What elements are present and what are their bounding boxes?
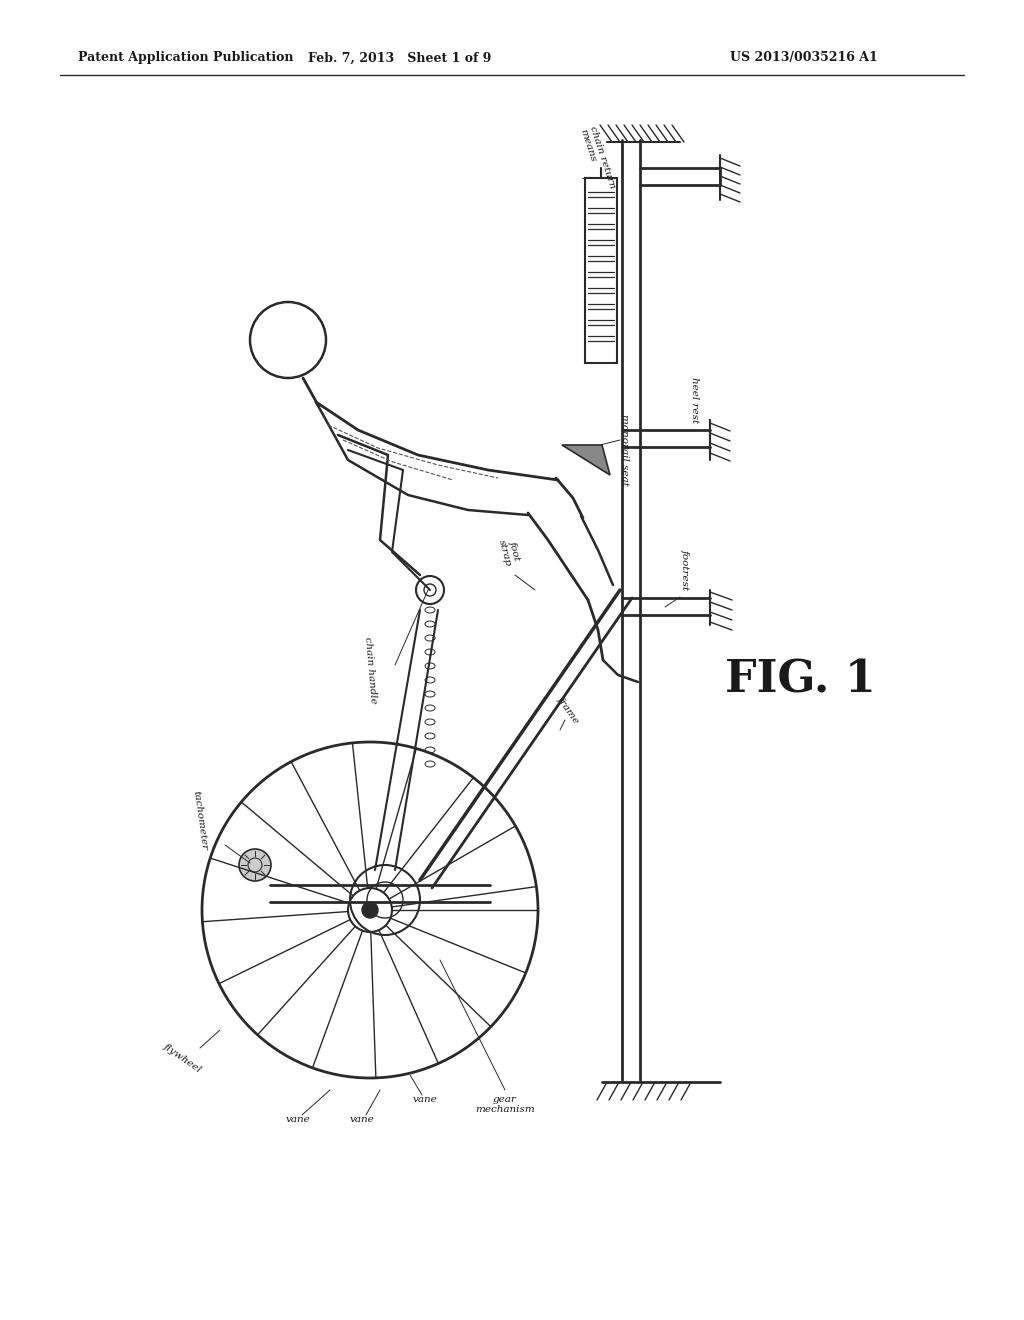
- Text: vane: vane: [413, 1096, 437, 1105]
- Text: foot
strap: foot strap: [497, 536, 523, 568]
- Text: FIG. 1: FIG. 1: [725, 659, 876, 701]
- Text: Feb. 7, 2013   Sheet 1 of 9: Feb. 7, 2013 Sheet 1 of 9: [308, 51, 492, 65]
- Text: tachometer: tachometer: [191, 789, 209, 850]
- Text: footrest: footrest: [681, 549, 689, 590]
- Polygon shape: [562, 445, 610, 475]
- Bar: [585, 178, 617, 363]
- Circle shape: [362, 902, 378, 917]
- Text: monorail seat: monorail seat: [621, 414, 630, 486]
- Text: Patent Application Publication: Patent Application Publication: [78, 51, 294, 65]
- Text: vane: vane: [349, 1115, 375, 1125]
- Text: chain return
means: chain return means: [578, 125, 616, 193]
- Text: chain handle: chain handle: [362, 636, 378, 704]
- Text: US 2013/0035216 A1: US 2013/0035216 A1: [730, 51, 878, 65]
- Text: flywheel: flywheel: [162, 1041, 203, 1074]
- Text: frame: frame: [555, 694, 581, 725]
- Text: gear
mechanism: gear mechanism: [475, 1096, 535, 1114]
- Text: vane: vane: [286, 1115, 310, 1125]
- Text: heel rest: heel rest: [690, 378, 699, 424]
- Circle shape: [239, 849, 271, 880]
